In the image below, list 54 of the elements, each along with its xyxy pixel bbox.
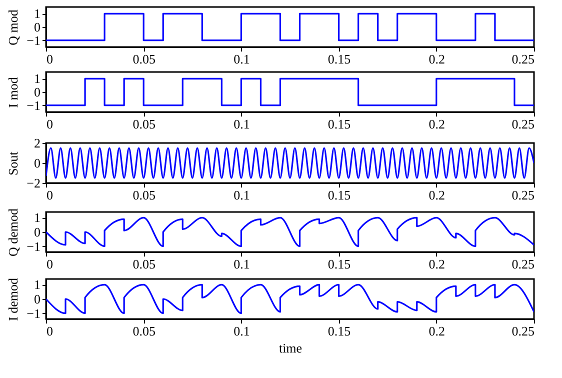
x-tick-label: 0.1 bbox=[234, 256, 250, 272]
y-tick-label: −1 bbox=[26, 32, 40, 48]
x-tick-label: 0.25 bbox=[512, 52, 534, 66]
x-tick-label: 0 bbox=[46, 324, 53, 338]
y-tick-label: 0 bbox=[34, 292, 40, 306]
x-tick-label: 0.15 bbox=[328, 116, 351, 132]
y-axis-title: I mod bbox=[6, 76, 21, 108]
x-tick-label: 0 bbox=[46, 52, 53, 66]
x-tick-label: 0 bbox=[46, 256, 53, 272]
x-tick-label: 0.05 bbox=[132, 324, 156, 338]
y-tick-label: 2 bbox=[34, 136, 40, 150]
x-tick-label: 0.05 bbox=[132, 52, 156, 66]
y-tick-label: 0 bbox=[34, 224, 40, 240]
y-tick-label: −1 bbox=[26, 98, 40, 113]
y-axis-title: Q mod bbox=[6, 9, 21, 46]
x-tick-label: 0.2 bbox=[428, 116, 446, 132]
x-tick-label: 0.1 bbox=[234, 188, 250, 202]
x-tick-label: 0.25 bbox=[512, 188, 534, 202]
y-tick-label: 0 bbox=[34, 84, 40, 100]
x-axis-title: time bbox=[278, 340, 302, 356]
x-tick-label: 0 bbox=[46, 188, 53, 202]
x-tick-label: 0.05 bbox=[132, 256, 156, 272]
x-tick-label: 0.25 bbox=[512, 116, 534, 132]
y-tick-label: −2 bbox=[26, 176, 40, 190]
x-tick-label: 0.25 bbox=[512, 256, 534, 272]
x-tick-label: 0.1 bbox=[234, 116, 250, 132]
y-tick-label: 0 bbox=[34, 20, 40, 34]
y-tick-label: 1 bbox=[34, 71, 40, 86]
x-tick-label: 0.15 bbox=[328, 324, 351, 338]
x-tick-label: 0.2 bbox=[428, 256, 446, 272]
x-tick-label: 0.1 bbox=[234, 52, 250, 66]
x-tick-label: 0.2 bbox=[428, 188, 446, 202]
x-tick-label: 0.05 bbox=[132, 188, 156, 202]
x-tick-label: 0.25 bbox=[512, 324, 534, 338]
y-tick-label: −1 bbox=[26, 238, 40, 254]
y-axis-title: I demod bbox=[6, 278, 21, 321]
x-tick-label: 0.2 bbox=[428, 52, 446, 66]
x-tick-label: 0.1 bbox=[234, 324, 250, 338]
line-series bbox=[46, 284, 534, 314]
y-axis-title: Sout bbox=[6, 151, 21, 176]
y-tick-label: 0 bbox=[34, 156, 40, 170]
line-series bbox=[46, 147, 534, 179]
y-tick-label: −1 bbox=[26, 306, 40, 321]
x-tick-label: 0.15 bbox=[328, 188, 351, 202]
y-tick-label: 1 bbox=[34, 277, 40, 292]
y-tick-label: 1 bbox=[34, 6, 40, 22]
x-tick-label: 0.15 bbox=[328, 52, 351, 66]
y-tick-label: 1 bbox=[34, 210, 40, 226]
line-series bbox=[46, 216, 534, 248]
x-tick-label: 0.05 bbox=[132, 116, 156, 132]
y-axis-title: Q demod bbox=[6, 208, 21, 257]
x-tick-label: 0 bbox=[46, 116, 53, 132]
x-tick-label: 0.15 bbox=[328, 256, 351, 272]
x-tick-label: 0.2 bbox=[428, 324, 446, 338]
